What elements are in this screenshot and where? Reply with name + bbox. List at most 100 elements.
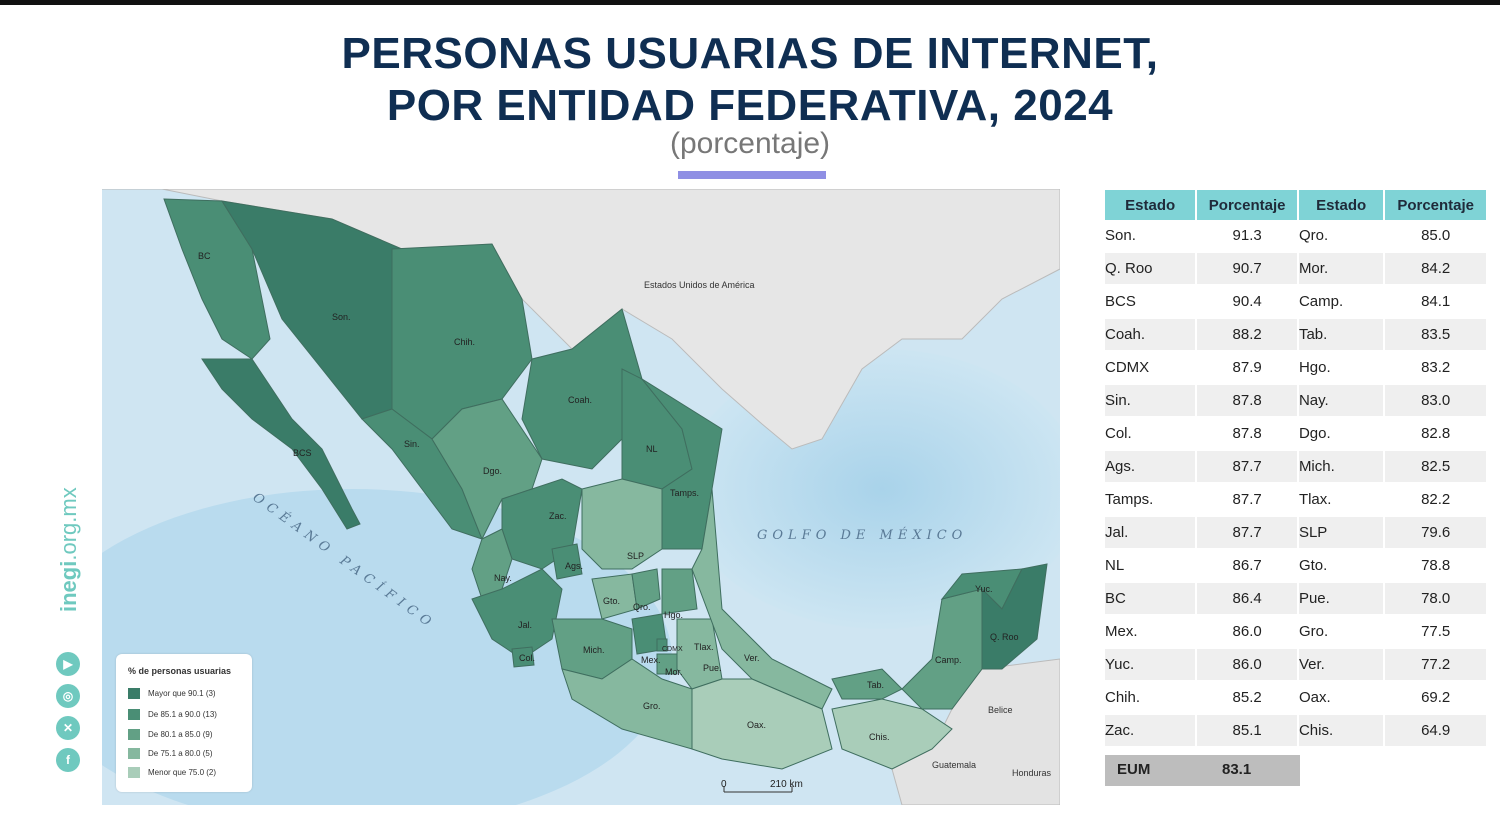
page-subtitle: (porcentaje) bbox=[669, 127, 831, 160]
site-url-rest: .org.mx bbox=[56, 487, 81, 561]
label-qro: Qro. bbox=[633, 602, 651, 612]
legend-swatch bbox=[128, 767, 140, 779]
label-cdmx: CDMX bbox=[662, 646, 683, 653]
page-title-line1: PERSONAS USUARIAS DE INTERNET, bbox=[341, 29, 1159, 78]
cell-estado: Tamps. bbox=[1105, 483, 1198, 517]
label-slp: SLP bbox=[627, 551, 644, 561]
label-camp: Camp. bbox=[935, 655, 962, 665]
cell-estado: Gro. bbox=[1297, 615, 1386, 649]
map-legend: % de personas usuarias Mayor que 90.1 (3… bbox=[116, 654, 252, 792]
cell-estado: Camp. bbox=[1297, 285, 1386, 319]
label-mex: Mex. bbox=[641, 655, 661, 665]
legend-item: De 80.1 a 85.0 (9) bbox=[128, 729, 212, 741]
cell-porcentaje: 82.5 bbox=[1384, 450, 1488, 484]
header-estado-1: Estado bbox=[1105, 190, 1198, 220]
label-bcs: BCS bbox=[293, 448, 312, 458]
cell-estado: Jal. bbox=[1105, 516, 1198, 550]
cell-estado: Ver. bbox=[1297, 648, 1386, 682]
cell-estado: Sin. bbox=[1105, 384, 1198, 418]
cell-estado: Tlax. bbox=[1297, 483, 1386, 517]
label-mor: Mor. bbox=[665, 667, 683, 677]
cell-estado: NL bbox=[1105, 549, 1198, 583]
label-tlax: Tlax. bbox=[694, 642, 714, 652]
table-row: Son. 91.3 Qro. 85.0 bbox=[1105, 220, 1488, 253]
cell-estado: CDMX bbox=[1105, 351, 1198, 385]
cell-porcentaje: 86.7 bbox=[1196, 549, 1299, 583]
label-yuc: Yuc. bbox=[975, 584, 993, 594]
header-porcentaje-1: Porcentaje bbox=[1196, 190, 1299, 220]
state-qro bbox=[631, 568, 661, 610]
cell-porcentaje: 87.7 bbox=[1196, 450, 1299, 484]
label-guatemala: Guatemala bbox=[932, 760, 976, 770]
cell-porcentaje: 84.1 bbox=[1384, 285, 1488, 319]
label-honduras: Honduras bbox=[1012, 768, 1052, 778]
table-row: Chih. 85.2 Oax. 69.2 bbox=[1105, 681, 1488, 715]
site-url-bold: inegi bbox=[56, 560, 81, 612]
cell-estado: Chis. bbox=[1297, 714, 1386, 748]
label-col: Col. bbox=[519, 653, 535, 663]
table-row: Mex. 86.0 Gro. 77.5 bbox=[1105, 615, 1488, 649]
cell-estado: Col. bbox=[1105, 417, 1198, 451]
label-sin: Sin. bbox=[404, 439, 420, 449]
label-chih: Chih. bbox=[454, 337, 475, 347]
subtitle-underline bbox=[678, 171, 826, 179]
national-total-row: EUM 83.1 bbox=[1105, 755, 1300, 786]
cell-porcentaje: 87.8 bbox=[1196, 417, 1299, 451]
cell-estado: Qro. bbox=[1297, 220, 1386, 253]
cell-porcentaje: 87.9 bbox=[1196, 351, 1299, 385]
legend-title: % de personas usuarias bbox=[128, 666, 232, 676]
legend-swatch bbox=[128, 709, 140, 721]
state-ags bbox=[551, 543, 583, 580]
state-cdmx bbox=[656, 638, 668, 652]
cell-porcentaje: 77.2 bbox=[1384, 648, 1488, 682]
cell-estado: Dgo. bbox=[1297, 417, 1386, 451]
eum-value: 83.1 bbox=[1222, 761, 1252, 778]
cell-estado: Ags. bbox=[1105, 450, 1198, 484]
site-url[interactable]: inegi.org.mx bbox=[56, 487, 81, 612]
legend-item-label: De 75.1 a 80.0 (5) bbox=[148, 749, 213, 758]
state-oax bbox=[691, 678, 833, 770]
cell-estado: Q. Roo bbox=[1105, 252, 1198, 286]
cell-porcentaje: 88.2 bbox=[1196, 318, 1299, 352]
mexico-map: BC Son. Chih. Coah. BCS Sin. Dgo. NL Tam… bbox=[102, 189, 1060, 805]
cell-estado: Nay. bbox=[1297, 384, 1386, 418]
label-belice: Belice bbox=[988, 705, 1013, 715]
cell-estado: Oax. bbox=[1297, 681, 1386, 715]
table-row: Q. Roo 90.7 Mor. 84.2 bbox=[1105, 252, 1488, 286]
cell-estado: Tab. bbox=[1297, 318, 1386, 352]
table-row: Sin. 87.8 Nay. 83.0 bbox=[1105, 384, 1488, 418]
scale-km: 210 km bbox=[770, 779, 803, 790]
legend-swatch bbox=[128, 748, 140, 760]
cell-porcentaje: 78.8 bbox=[1384, 549, 1488, 583]
youtube-icon[interactable]: ▶ bbox=[56, 652, 80, 676]
cell-porcentaje: 87.7 bbox=[1196, 483, 1299, 517]
table-row: Coah. 88.2 Tab. 83.5 bbox=[1105, 318, 1488, 352]
eum-label: EUM bbox=[1117, 761, 1151, 778]
label-son: Son. bbox=[332, 312, 351, 322]
label-nay: Nay. bbox=[494, 573, 512, 583]
cell-porcentaje: 86.0 bbox=[1196, 648, 1299, 682]
label-zac: Zac. bbox=[549, 511, 567, 521]
table-row: CDMX 87.9 Hgo. 83.2 bbox=[1105, 351, 1488, 385]
cell-porcentaje: 86.0 bbox=[1196, 615, 1299, 649]
label-gro: Gro. bbox=[643, 701, 661, 711]
table-row: Yuc. 86.0 Ver. 77.2 bbox=[1105, 648, 1488, 682]
instagram-icon[interactable]: ◎ bbox=[56, 684, 80, 708]
cell-estado: Chih. bbox=[1105, 681, 1198, 715]
cell-porcentaje: 90.7 bbox=[1196, 252, 1299, 286]
cell-porcentaje: 83.0 bbox=[1384, 384, 1488, 418]
label-hgo: Hgo. bbox=[664, 610, 683, 620]
x-icon[interactable]: ✕ bbox=[56, 716, 80, 740]
state-bcs bbox=[201, 358, 361, 530]
legend-item-label: Menor que 75.0 (2) bbox=[148, 768, 217, 777]
cell-porcentaje: 84.2 bbox=[1384, 252, 1488, 286]
state-chis bbox=[831, 698, 953, 770]
page-title-line2: POR ENTIDAD FEDERATIVA, 2024 bbox=[386, 81, 1114, 130]
state-ver bbox=[691, 488, 833, 710]
cell-porcentaje: 83.2 bbox=[1384, 351, 1488, 385]
cell-estado: Coah. bbox=[1105, 318, 1198, 352]
cell-estado: Mex. bbox=[1105, 615, 1198, 649]
facebook-icon[interactable]: f bbox=[56, 748, 80, 772]
cell-estado: Mich. bbox=[1297, 450, 1386, 484]
label-jal: Jal. bbox=[518, 620, 532, 630]
